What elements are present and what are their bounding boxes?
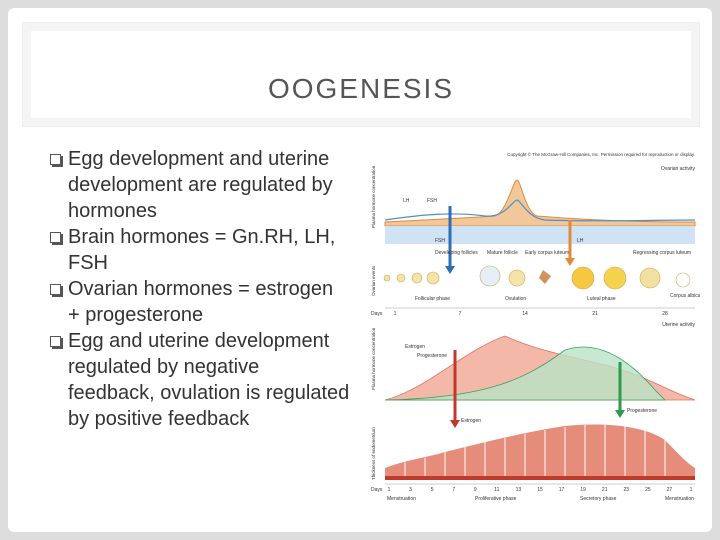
day-label: 15 [537,487,543,493]
phase-label: Ovulation [505,296,526,302]
day-label: 7 [452,487,455,493]
day-label: 7 [459,311,462,317]
day-label: 13 [516,487,522,493]
axis-label: Ovarian events [371,265,376,296]
phase-label: Menstruation [387,496,416,502]
day-label: 3 [409,487,412,493]
slide-title: OOGENESIS [267,73,455,104]
copyright: Copyright © The McGraw-Hill Companies, I… [507,151,695,157]
day-label: 17 [559,487,565,493]
slide: OOGENESIS Egg development and uterine de… [8,8,712,532]
days-label: Days [371,311,383,317]
phase-label: Follicular phase [415,296,450,302]
day-label: 19 [580,487,586,493]
axis-label: Plasma hormone concentration [371,165,376,228]
bullet: Ovarian hormones = estrogen + progestero… [50,276,350,328]
stage-label: Early corpus luteum [525,250,569,256]
arrow-label: Estrogen [461,418,481,424]
day-label: 28 [662,311,668,317]
arrow-label: Progesterone [627,408,657,414]
phase-label: Secretory phase [580,496,617,502]
day-label: 21 [602,487,608,493]
axis-label: Plasma hormone concentration [371,327,376,390]
stage-label: Regressing corpus luteum [633,250,691,256]
days-label: Days [371,487,383,493]
phase-label: Menstruation [665,496,694,502]
day-label: 1 [388,487,391,493]
day-label: 25 [645,487,651,493]
phase-label: Luteal phase [587,296,616,302]
day-label: 23 [624,487,630,493]
day-label: 21 [592,311,598,317]
bullet: Egg and uterine development regulated by… [50,328,350,432]
phase-label: Proliferative phase [475,496,517,502]
cycle-figure: Copyright © The McGraw-Hill Companies, I… [365,150,700,502]
arrow-label: LH [577,238,584,244]
day-label: 11 [494,487,499,493]
bullet-list: Egg development and uterine development … [50,146,350,432]
arrow-label: FSH [435,238,445,244]
stage-label: Corpus albicans [670,293,700,299]
panel-label: Uterine activity [662,322,695,328]
day-label: 9 [474,487,477,493]
panel-label: Ovarian activity [661,166,696,172]
bullet: Egg development and uterine development … [50,146,350,224]
axis-label: Thickness of endometrium [371,427,376,480]
day-label: 27 [667,487,673,493]
day-label: 5 [431,487,434,493]
hormone-label: Estrogen [405,344,425,350]
day-label: 1 [394,311,397,317]
hormone-label: Progesterone [417,353,447,359]
day-label: 14 [522,311,528,317]
stage-label: Mature follicle [487,250,518,256]
stage-label: Developing follicles [435,250,478,256]
bullet: Brain hormones = Gn.RH, LH, FSH [50,224,350,276]
title-box: OOGENESIS [22,22,700,127]
hormone-label: FSH [427,198,437,204]
day-label: 1 [690,487,693,493]
hormone-label: LH [403,198,410,204]
